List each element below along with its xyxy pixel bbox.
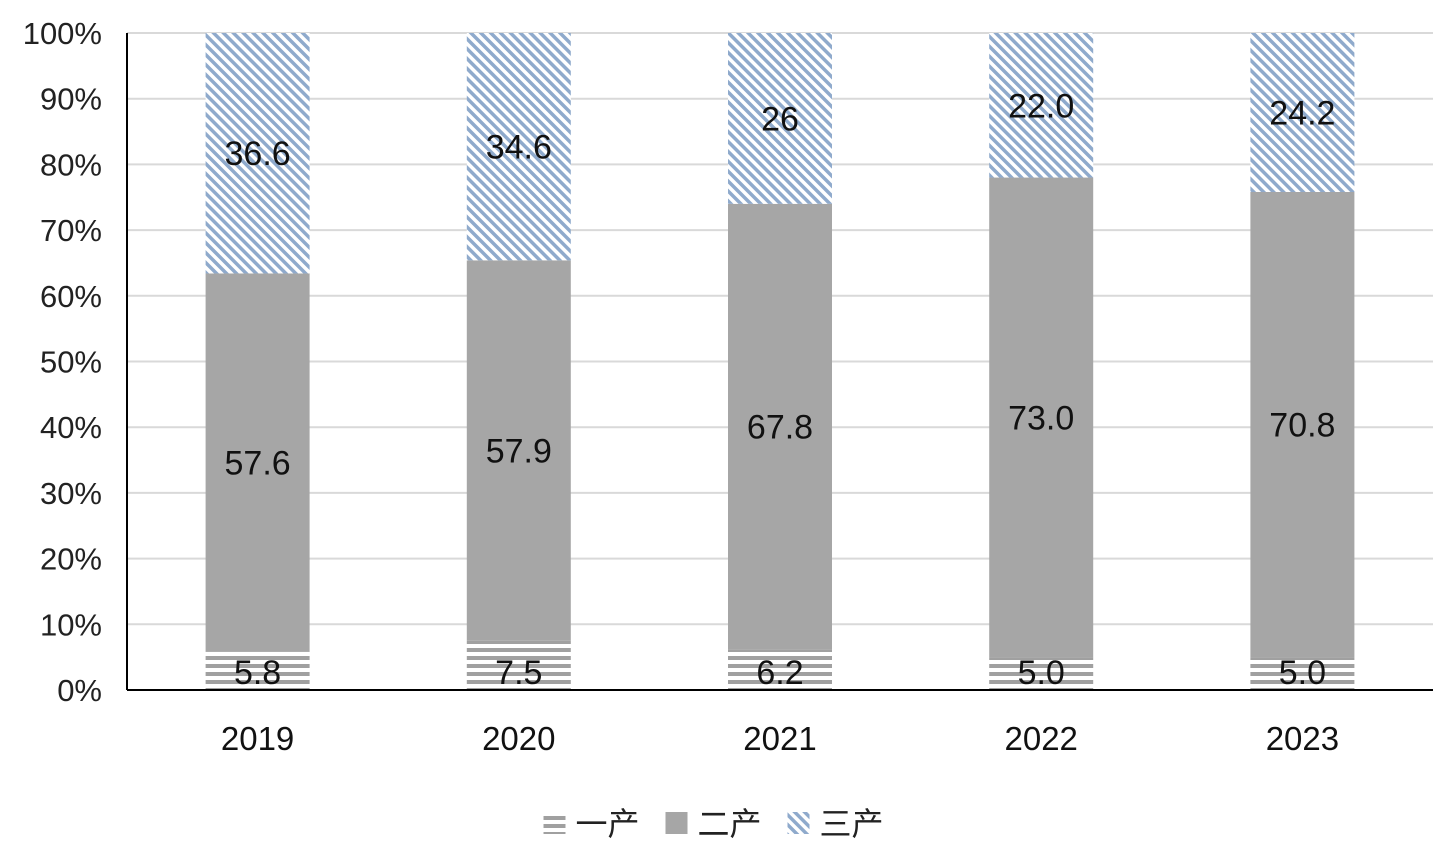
legend: 一产 二产 三产: [543, 805, 884, 843]
bar-segment-2022-s2: [989, 33, 1094, 178]
data-label: 57.6: [225, 445, 291, 483]
bar-segment-2019-s2: [205, 33, 310, 274]
bar-segment-2023-s2: [1250, 33, 1355, 192]
data-label: 7.5: [495, 654, 542, 692]
data-label: 6.2: [756, 654, 803, 692]
legend-label: 三产: [820, 805, 884, 843]
data-label: 73.0: [1008, 399, 1074, 437]
x-tick-label: 2019: [221, 720, 294, 757]
bar-segment-2020-s2: [466, 33, 571, 261]
bar-segment-2019-s1: [205, 273, 310, 652]
y-tick-label: 0%: [57, 673, 102, 708]
bar-segment-2020-s1: [466, 260, 571, 641]
y-tick-label: 30%: [40, 476, 102, 511]
y-tick-label: 100%: [23, 16, 102, 51]
data-label: 24.2: [1269, 94, 1335, 132]
y-tick-label: 90%: [40, 82, 102, 117]
bar-segment-2020-s0: [466, 640, 571, 690]
axes: 0% 10% 20% 30% 40% 50% 60% 70% 80% 90% 100% 2019 202…: [23, 16, 1433, 757]
x-tick-label: 2021: [743, 720, 816, 757]
bar-segment-2023-s0: [1250, 657, 1355, 690]
data-label: 36.6: [225, 135, 291, 173]
data-label: 5.8: [234, 654, 281, 692]
legend-swatch: [787, 812, 810, 834]
data-label: 67.8: [747, 409, 813, 447]
data-label: 57.9: [486, 433, 552, 471]
bar-segment-2022-s1: [989, 177, 1094, 658]
y-tick-label: 50%: [40, 345, 102, 380]
y-tick-label: 80%: [40, 147, 102, 182]
legend-label: 一产: [576, 805, 640, 843]
y-tick-label: 20%: [40, 542, 102, 577]
legend-label: 二产: [698, 805, 762, 843]
y-tick-label: 10%: [40, 607, 102, 642]
bars: [205, 33, 1355, 690]
data-label: 26: [761, 100, 799, 138]
legend-swatch: [665, 812, 688, 834]
data-label: 5.0: [1279, 654, 1326, 692]
bar-segment-2021-s1: [728, 203, 832, 650]
data-label: 22.0: [1008, 87, 1074, 125]
data-label: 34.6: [486, 129, 552, 167]
bar-segment-2021-s0: [728, 649, 832, 690]
bar-segment-2022-s0: [989, 657, 1094, 690]
y-tick-label: 70%: [40, 213, 102, 248]
data-labels: 5.8 57.6 36.6 7.5 57.9 34.6 6.2 67.8 26 5.0 73.0 22…: [225, 87, 1336, 692]
bar-segment-2019-s0: [205, 651, 310, 690]
data-label: 5.0: [1018, 654, 1065, 692]
bar-segment-2021-s2: [728, 33, 832, 204]
y-tick-label: 40%: [40, 410, 102, 445]
y-tick-label: 60%: [40, 279, 102, 314]
data-label: 70.8: [1269, 407, 1335, 445]
bar-segment-2023-s1: [1250, 191, 1355, 658]
legend-swatch: [543, 812, 566, 834]
x-tick-label: 2020: [482, 720, 555, 757]
x-tick-label: 2023: [1266, 720, 1339, 757]
x-tick-label: 2022: [1004, 720, 1077, 757]
